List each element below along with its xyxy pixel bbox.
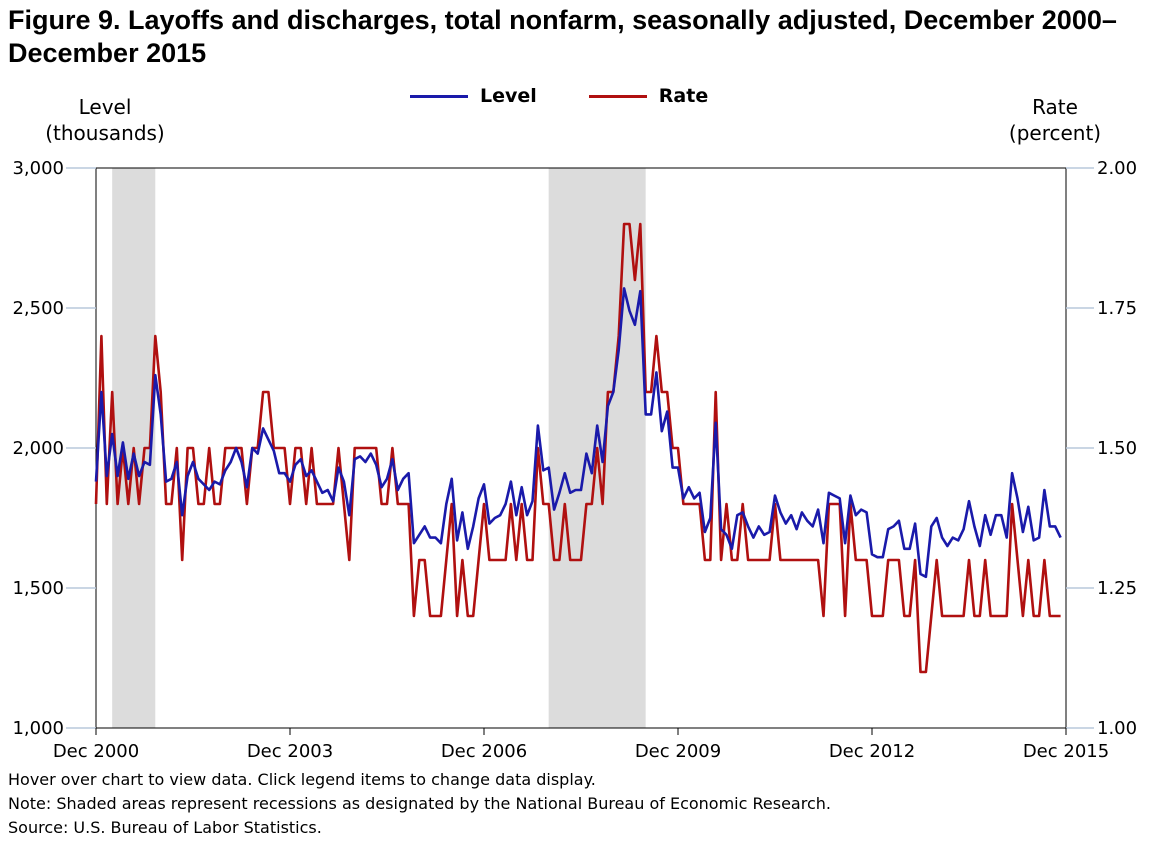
x-tick-label: Dec 2009 <box>635 741 721 762</box>
footnote-source: Source: U.S. Bureau of Labor Statistics. <box>8 818 322 837</box>
legend-item-rate[interactable]: Rate <box>588 85 709 107</box>
footnote-note: Note: Shaded areas represent recessions … <box>8 794 831 813</box>
legend-label-rate: Rate <box>658 85 709 107</box>
legend-swatch-rate <box>588 94 647 98</box>
right-tick-label: 1.25 <box>1097 578 1137 599</box>
legend-label-level: Level <box>480 85 537 107</box>
legend-item-level[interactable]: Level <box>410 85 537 107</box>
left-tick-label: 2,500 <box>12 298 64 319</box>
left-axis-title: Level (thousands) <box>45 95 165 145</box>
x-tick-label: Dec 2015 <box>1023 741 1109 762</box>
left-tick-label: 1,500 <box>12 578 64 599</box>
right-tick-label: 2.00 <box>1097 158 1137 179</box>
right-tick-label: 1.50 <box>1097 438 1137 459</box>
x-tick-label: Dec 2000 <box>53 741 139 762</box>
x-tick-label: Dec 2006 <box>441 741 527 762</box>
x-tick-label: Dec 2003 <box>247 741 333 762</box>
left-tick-label: 1,000 <box>12 718 64 739</box>
right-tick-label: 1.00 <box>1097 718 1137 739</box>
left-tick-label: 3,000 <box>12 158 64 179</box>
left-tick-label: 2,000 <box>12 438 64 459</box>
series-line-level <box>94 287 1062 579</box>
x-tick-label: Dec 2012 <box>829 741 915 762</box>
legend: Level Rate <box>410 84 708 108</box>
chart-title: Figure 9. Layoffs and discharges, total … <box>8 5 1117 68</box>
hover-instructions: Hover over chart to view data. Click leg… <box>8 770 596 789</box>
right-tick-label: 1.75 <box>1097 298 1137 319</box>
right-axis-title: Rate (percent) <box>1008 95 1102 145</box>
legend-swatch-level <box>410 94 468 98</box>
series-line-rate <box>94 222 1061 674</box>
